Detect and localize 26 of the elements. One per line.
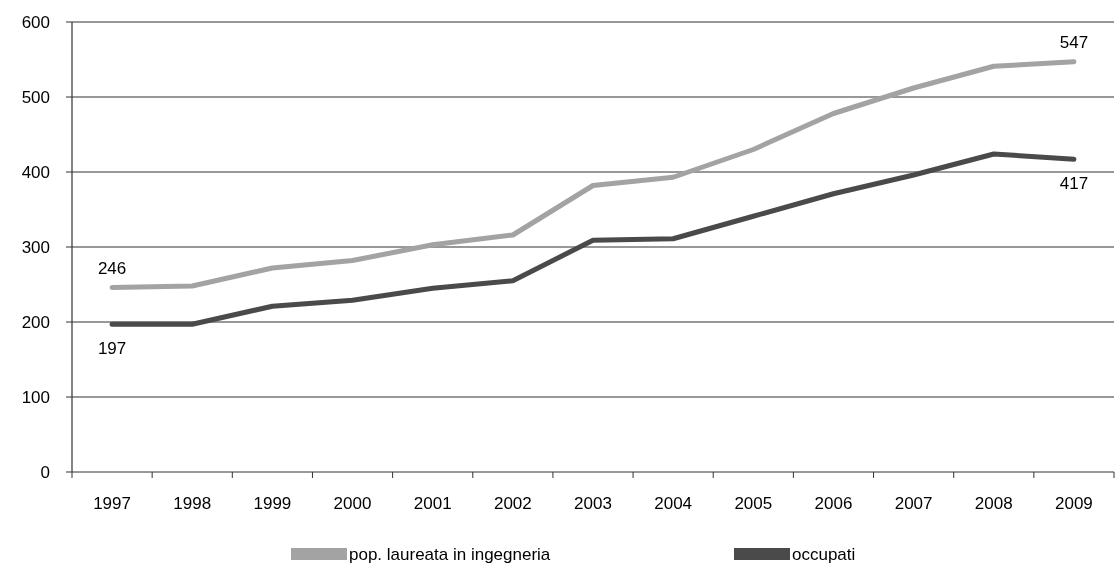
x-tick-label: 2006	[814, 494, 853, 513]
x-tick-label: 2005	[734, 494, 773, 513]
data-label: 246	[97, 258, 127, 278]
data-label: 197	[97, 339, 127, 359]
y-tick-label: 100	[21, 388, 50, 407]
data-label: 547	[1059, 32, 1089, 52]
x-tick-label: 2002	[493, 494, 532, 513]
x-tick-label: 2009	[1055, 494, 1093, 513]
y-tick-label: 500	[21, 88, 50, 107]
legend-label: occupati	[792, 545, 856, 564]
x-tick-label: 2000	[333, 494, 372, 513]
y-tick-label: 200	[21, 313, 50, 332]
x-tick-label: 2008	[974, 494, 1013, 513]
y-tick-label: 300	[21, 238, 50, 257]
x-tick-label: 2004	[654, 494, 693, 513]
x-tick-label: 1999	[253, 494, 292, 513]
x-tick-label: 2001	[413, 494, 452, 513]
x-tick-label: 2003	[574, 494, 612, 513]
legend-label: pop. laureata in ingegneria	[349, 545, 551, 564]
y-tick-label: 400	[21, 163, 50, 182]
x-tick-label: 1997	[93, 494, 131, 513]
y-tick-label: 0	[40, 463, 50, 482]
x-tick-label: 2007	[894, 494, 933, 513]
x-tick-label: 1998	[173, 494, 212, 513]
data-label: 417	[1059, 174, 1089, 194]
y-tick-label: 600	[21, 13, 50, 32]
